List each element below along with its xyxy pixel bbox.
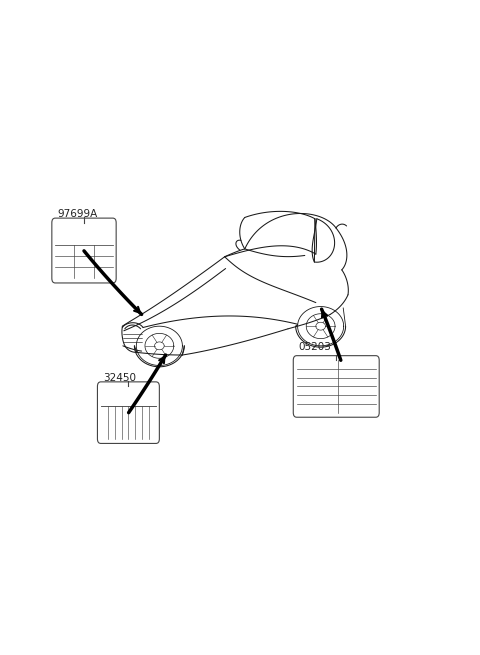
Text: 97699A: 97699A xyxy=(58,210,98,219)
FancyBboxPatch shape xyxy=(52,218,116,283)
Text: 32450: 32450 xyxy=(103,373,136,383)
Text: 05203: 05203 xyxy=(299,342,331,352)
FancyBboxPatch shape xyxy=(97,382,159,443)
FancyBboxPatch shape xyxy=(293,356,379,417)
